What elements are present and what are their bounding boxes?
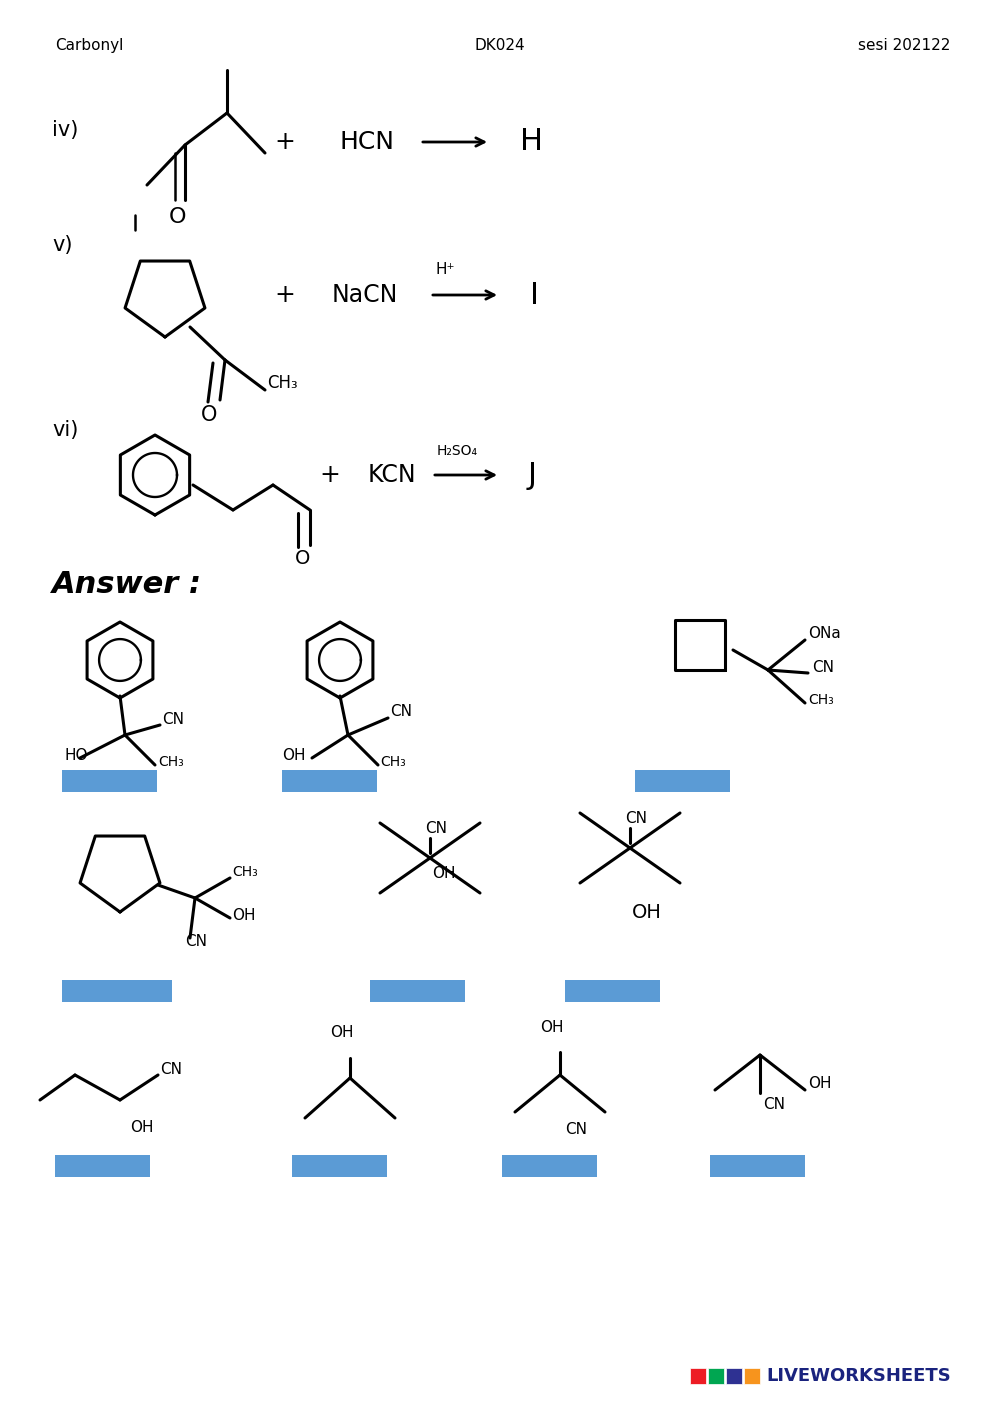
Text: CN: CN [812, 660, 834, 674]
Text: I: I [530, 281, 539, 309]
Bar [62, 770, 157, 793]
Text: J: J [528, 461, 537, 489]
Text: CN: CN [565, 1122, 587, 1137]
Bar [370, 981, 465, 1002]
Text: NaCN: NaCN [332, 283, 398, 307]
Text: CN: CN [763, 1096, 785, 1112]
Text: +: + [275, 283, 295, 307]
Text: +: + [275, 130, 295, 154]
Text: H: H [520, 127, 543, 157]
Text: OH: OH [330, 1024, 354, 1040]
Text: Carbonyl: Carbonyl [55, 38, 123, 54]
Text: O: O [295, 550, 311, 568]
Text: DK024: DK024 [475, 38, 525, 54]
Text: OH: OH [540, 1020, 564, 1034]
Text: CN: CN [390, 705, 412, 719]
Bar [744, 1368, 760, 1383]
Bar [565, 981, 660, 1002]
Text: OH: OH [632, 903, 662, 923]
Bar [292, 1154, 387, 1177]
Text: OH: OH [432, 866, 456, 880]
Text: O: O [201, 406, 217, 425]
Text: OH: OH [232, 907, 256, 923]
Bar [726, 1368, 742, 1383]
Bar [690, 1368, 706, 1383]
Bar [55, 1154, 150, 1177]
Text: sesi 202122: sesi 202122 [858, 38, 950, 54]
Text: HO: HO [65, 747, 88, 763]
Text: OH: OH [808, 1075, 832, 1091]
Text: ONa: ONa [808, 626, 841, 640]
Text: HCN: HCN [340, 130, 395, 154]
Text: CH₃: CH₃ [232, 865, 258, 879]
Bar [502, 1154, 597, 1177]
Text: CH₃: CH₃ [808, 692, 834, 706]
Text: CH₃: CH₃ [380, 755, 406, 769]
Text: OH: OH [130, 1121, 154, 1135]
Text: H⁺: H⁺ [435, 261, 455, 277]
Bar [635, 770, 730, 793]
Text: CH₃: CH₃ [158, 755, 184, 769]
Text: +: + [320, 463, 340, 487]
Text: CN: CN [162, 712, 184, 728]
Text: v): v) [52, 235, 72, 254]
Text: OH: OH [283, 749, 306, 763]
Text: CN: CN [425, 821, 447, 836]
Text: CN: CN [160, 1063, 182, 1078]
Text: vi): vi) [52, 420, 78, 439]
Text: O: O [168, 206, 186, 227]
Bar [282, 770, 377, 793]
Text: CN: CN [625, 811, 647, 827]
Text: KCN: KCN [368, 463, 417, 487]
Text: CH₃: CH₃ [267, 374, 298, 391]
Text: iv): iv) [52, 120, 78, 140]
Bar [62, 981, 172, 1002]
Text: H₂SO₄: H₂SO₄ [436, 444, 478, 458]
Text: LIVEWORKSHEETS: LIVEWORKSHEETS [766, 1366, 951, 1385]
Bar [708, 1368, 724, 1383]
Text: CN: CN [185, 934, 207, 950]
Text: Answer :: Answer : [52, 569, 202, 599]
Bar [710, 1154, 805, 1177]
